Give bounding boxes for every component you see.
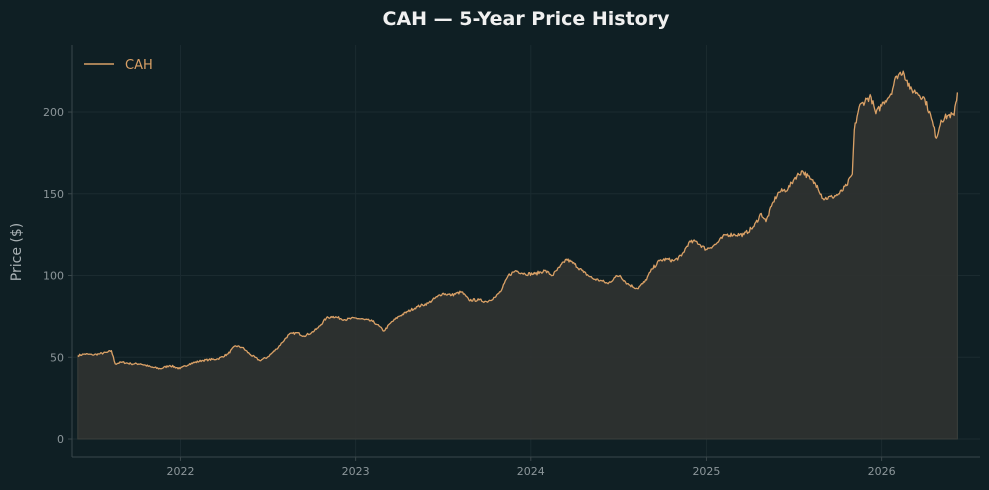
y-tick-label-150: 150 (43, 188, 64, 201)
legend-label-cah: CAH (125, 58, 153, 73)
axes (68, 45, 980, 461)
y-tick-labels: 0 50 100 150 200 (43, 106, 64, 446)
x-tick-labels: 2022 2023 2024 2025 2026 (166, 465, 895, 478)
series-line-cah (77, 70, 959, 370)
x-tick-label-2023: 2023 (342, 465, 370, 478)
x-tick-label-2026: 2026 (868, 465, 896, 478)
chart-title: CAH — 5-Year Price History (383, 8, 671, 30)
y-tick-label-50: 50 (50, 351, 64, 364)
legend: CAH (84, 58, 153, 73)
y-tick-label-0: 0 (57, 433, 64, 446)
y-tick-label-100: 100 (43, 270, 64, 283)
y-axis-label: Price ($) (9, 223, 25, 281)
x-tick-label-2022: 2022 (166, 465, 194, 478)
x-tick-label-2025: 2025 (692, 465, 720, 478)
x-tick-label-2024: 2024 (517, 465, 545, 478)
price-line (77, 70, 959, 370)
y-tick-label-200: 200 (43, 106, 64, 119)
